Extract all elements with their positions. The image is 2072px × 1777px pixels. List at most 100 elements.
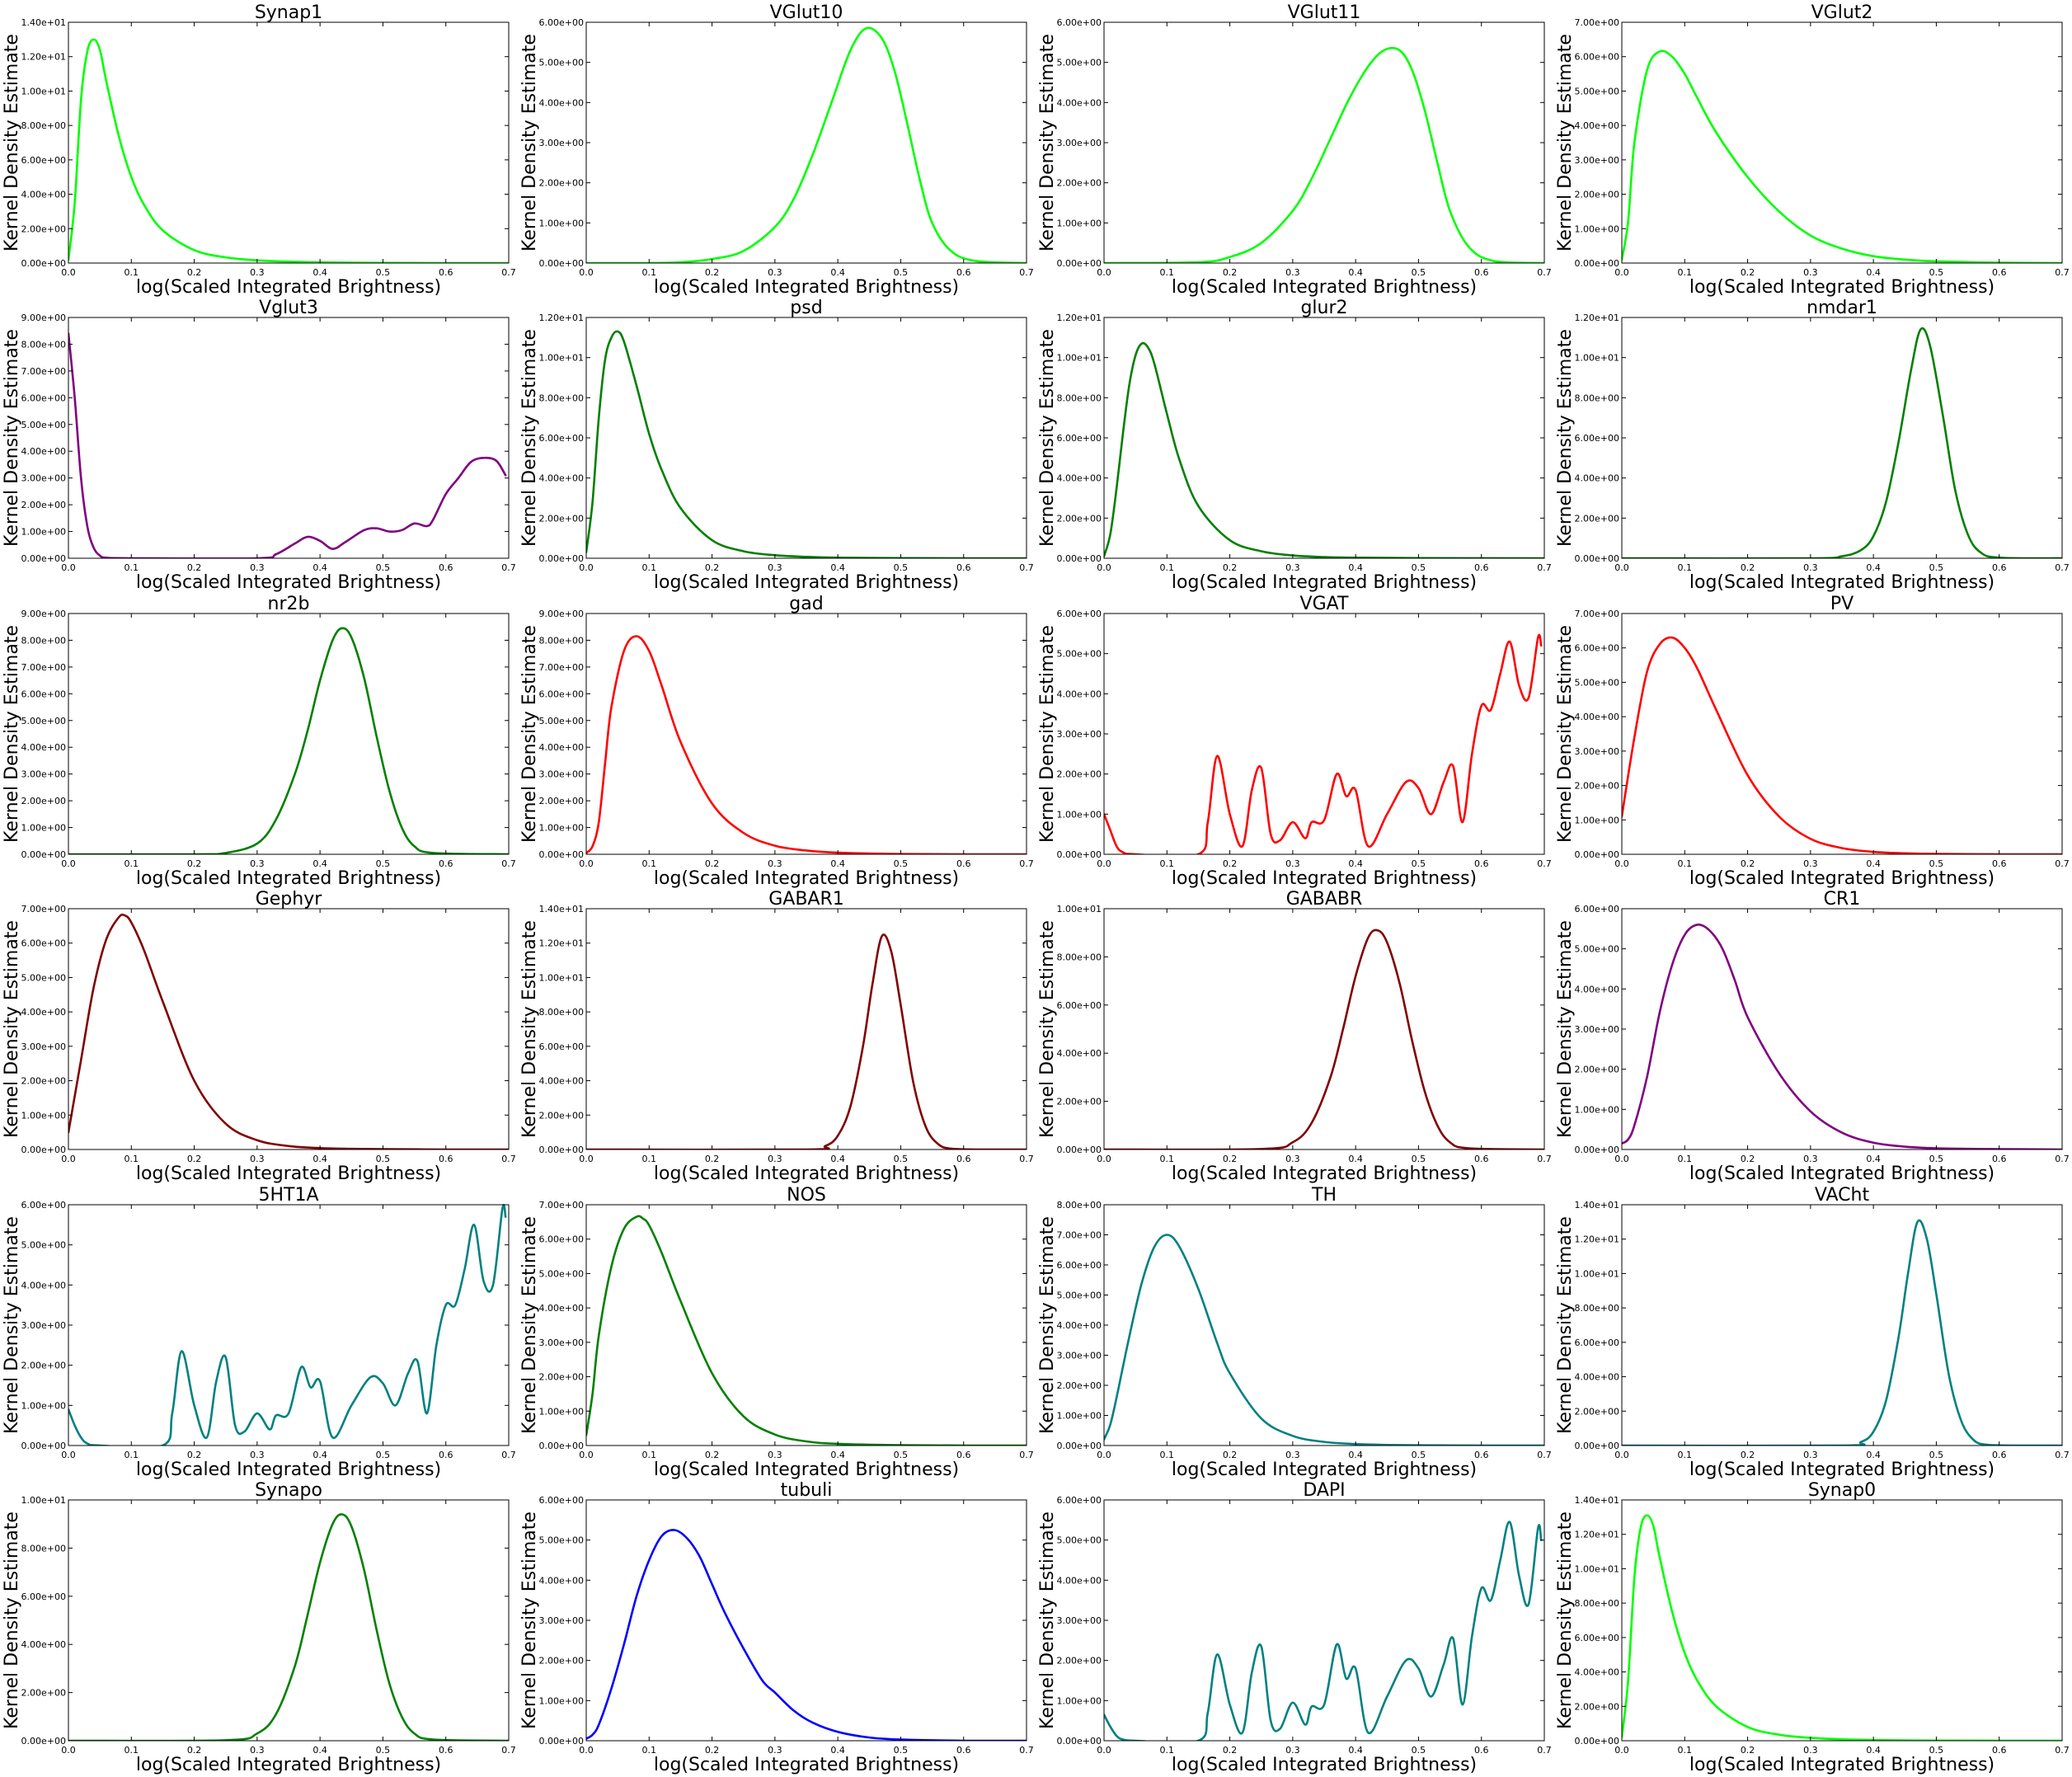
series-line-synapo — [68, 1513, 509, 1741]
x-tick-label: 0.7 — [2055, 1745, 2070, 1756]
subplot-title: Synapo — [255, 1480, 322, 1501]
x-axis-label: log(Scaled Integrated Brightness) — [136, 1755, 441, 1775]
subplot-title: Vglut3 — [259, 298, 318, 318]
x-tick-label: 0.6 — [956, 1154, 971, 1164]
x-tick-label: 0.2 — [705, 1745, 720, 1756]
x-tick-label: 0.4 — [312, 1745, 327, 1756]
series-line-nos — [586, 1215, 1027, 1446]
subplot-th: 0.0 0.1 0.2 0.3 0.4 0.5 0.6 0.7 0.00e+00 1.00e+00… — [1037, 1185, 1552, 1480]
y-tick-label: 4.00e+00 — [21, 446, 66, 457]
subplot-title: GABABR — [1286, 889, 1363, 910]
x-tick-label: 0.5 — [376, 267, 391, 278]
y-tick-label: 6.00e+00 — [1057, 433, 1102, 444]
y-tick-label: 1.20e+01 — [1575, 1530, 1619, 1540]
x-tick-label: 0.0 — [61, 562, 76, 573]
x-tick-label: 0.1 — [1678, 1154, 1693, 1164]
y-tick-label: 2.00e+00 — [1575, 190, 1619, 200]
x-tick-label: 0.7 — [2055, 562, 2070, 573]
subplot-vglut11: 0.0 0.1 0.2 0.3 0.4 0.5 0.6 0.7 0.00e+00 1.00e+00… — [1037, 2, 1552, 298]
x-tick-label: 0.7 — [1537, 267, 1552, 278]
x-tick-label: 0.3 — [1285, 1745, 1300, 1756]
y-tick-label: 8.00e+00 — [1057, 1200, 1102, 1211]
x-tick-label: 0.3 — [768, 562, 782, 573]
y-axis-label: Kernel Density Estimate — [2, 1511, 22, 1729]
subplot-gabar1: 0.0 0.1 0.2 0.3 0.4 0.5 0.6 0.7 0.00e+00 2.00e+00… — [519, 889, 1034, 1184]
y-axis-label: Kernel Density Estimate — [519, 920, 540, 1138]
y-tick-label: 8.00e+00 — [1575, 1303, 1619, 1314]
y-tick-label: 3.00e+00 — [1575, 1024, 1619, 1035]
x-tick-label: 0.3 — [768, 858, 782, 869]
x-tick-label: 0.1 — [642, 1450, 657, 1460]
y-tick-label: 0.00e+00 — [1057, 553, 1102, 564]
y-tick-label: 0.00e+00 — [539, 1736, 584, 1746]
y-tick-label: 2.00e+00 — [1575, 1065, 1619, 1075]
y-axis-label: Kernel Density Estimate — [2, 920, 22, 1138]
x-tick-label: 0.1 — [1678, 267, 1693, 278]
x-tick-label: 0.3 — [1803, 1450, 1818, 1460]
x-tick-label: 0.7 — [1537, 562, 1552, 573]
y-tick-label: 3.00e+00 — [1057, 1615, 1102, 1626]
x-tick-label: 0.4 — [312, 1450, 327, 1460]
y-tick-label: 4.00e+00 — [1057, 97, 1102, 108]
y-tick-label: 2.00e+00 — [1057, 769, 1102, 780]
y-tick-label: 4.00e+00 — [1057, 1575, 1102, 1586]
y-tick-label: 8.00e+00 — [21, 1543, 66, 1554]
x-tick-label: 0.1 — [1160, 267, 1175, 278]
x-tick-label: 0.0 — [61, 1154, 76, 1164]
x-tick-label: 0.1 — [125, 858, 139, 869]
y-tick-label: 1.00e+01 — [1057, 353, 1102, 364]
x-axis-label: log(Scaled Integrated Brightness) — [1172, 277, 1477, 298]
subplot-title: VGlut11 — [1288, 2, 1361, 23]
x-tick-label: 0.1 — [1678, 858, 1693, 869]
y-tick-label: 1.00e+00 — [1575, 1104, 1619, 1115]
x-tick-label: 0.0 — [61, 267, 76, 278]
x-tick-label: 0.7 — [501, 1450, 516, 1460]
y-tick-label: 9.00e+00 — [21, 313, 66, 323]
y-tick-label: 6.00e+00 — [539, 1041, 584, 1052]
x-axis-label: log(Scaled Integrated Brightness) — [654, 277, 959, 298]
y-tick-label: 6.00e+00 — [21, 689, 66, 699]
x-tick-label: 0.4 — [1348, 1154, 1363, 1164]
y-tick-label: 0.00e+00 — [21, 849, 66, 860]
x-tick-label: 0.3 — [768, 267, 782, 278]
y-tick-label: 0.00e+00 — [1057, 1441, 1102, 1451]
subplot-nr2b: 0.0 0.1 0.2 0.3 0.4 0.5 0.6 0.7 0.00e+00 1.00e+00… — [2, 594, 516, 889]
x-axis-label: log(Scaled Integrated Brightness) — [654, 868, 959, 889]
x-tick-label: 0.0 — [61, 858, 76, 869]
axes-frame — [1621, 1499, 2063, 1742]
x-tick-label: 0.1 — [1160, 1154, 1175, 1164]
x-axis-label: log(Scaled Integrated Brightness) — [1689, 277, 1994, 298]
x-tick-label: 0.4 — [1348, 562, 1363, 573]
y-tick-label: 6.00e+00 — [539, 433, 584, 444]
y-tick-label: 1.00e+00 — [21, 823, 66, 834]
x-tick-label: 0.4 — [312, 562, 327, 573]
y-tick-label: 0.00e+00 — [1575, 1145, 1619, 1155]
x-axis-label: log(Scaled Integrated Brightness) — [1172, 572, 1477, 593]
y-tick-label: 4.00e+00 — [539, 742, 584, 753]
axes-frame — [585, 317, 1027, 559]
y-tick-label: 2.00e+00 — [539, 1110, 584, 1121]
y-tick-label: 1.00e+00 — [1575, 815, 1619, 825]
y-tick-label: 0.00e+00 — [1057, 1736, 1102, 1746]
x-tick-label: 0.1 — [125, 267, 139, 278]
y-tick-label: 2.00e+00 — [21, 1361, 66, 1371]
x-tick-label: 0.0 — [1097, 1450, 1111, 1460]
x-tick-label: 0.0 — [1097, 858, 1111, 869]
subplot-gad: 0.0 0.1 0.2 0.3 0.4 0.5 0.6 0.7 0.00e+00 1.00e+00… — [519, 594, 1034, 889]
y-tick-label: 7.00e+00 — [21, 366, 66, 377]
y-tick-label: 2.00e+00 — [21, 796, 66, 806]
x-tick-label: 0.4 — [1348, 1745, 1363, 1756]
y-tick-label: 5.00e+00 — [1575, 944, 1619, 955]
x-tick-label: 0.2 — [1223, 267, 1238, 278]
x-axis-label: log(Scaled Integrated Brightness) — [1689, 1460, 1994, 1480]
x-tick-label: 0.4 — [1866, 267, 1881, 278]
y-tick-label: 2.00e+00 — [1575, 1406, 1619, 1417]
y-tick-label: 0.00e+00 — [539, 553, 584, 564]
y-tick-label: 6.00e+00 — [21, 393, 66, 403]
x-tick-label: 0.4 — [830, 562, 845, 573]
x-axis-label: log(Scaled Integrated Brightness) — [654, 1755, 959, 1775]
y-tick-label: 1.00e+00 — [1057, 1695, 1102, 1706]
y-axis-label: Kernel Density Estimate — [2, 329, 22, 547]
y-axis-label: Kernel Density Estimate — [2, 1216, 22, 1434]
